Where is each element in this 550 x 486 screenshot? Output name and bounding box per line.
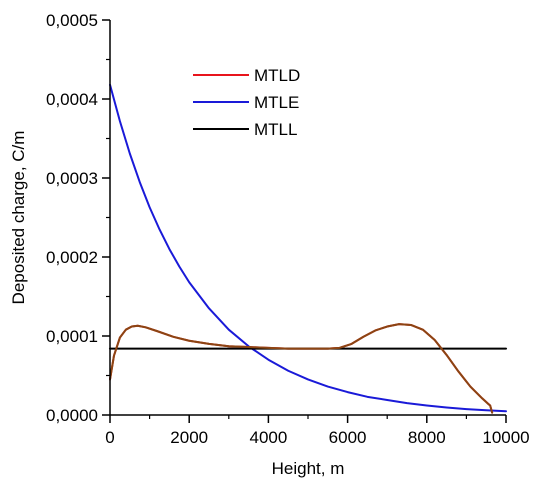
y-axis-title: Deposited charge, C/m bbox=[9, 131, 28, 305]
legend-label-mtll: MTLL bbox=[254, 120, 297, 139]
mtle-series-line bbox=[109, 83, 507, 413]
axes: 0 2000 4000 6000 8000 10000 0,0000 0,0001 0,0002… bbox=[46, 11, 530, 447]
legend-label-mtld: MTLD bbox=[254, 66, 300, 85]
y-tick-label: 0,0004 bbox=[46, 90, 98, 109]
overlay-3-series-line bbox=[109, 323, 494, 414]
x-tick-label: 10000 bbox=[482, 428, 529, 447]
legend-label-mtle: MTLE bbox=[254, 93, 299, 112]
y-tick-label: 0,0001 bbox=[46, 327, 98, 346]
y-tick-label: 0,0000 bbox=[46, 406, 98, 425]
mtld-series-line bbox=[109, 323, 494, 414]
x-axis-title: Height, m bbox=[272, 459, 345, 478]
x-tick-label: 4000 bbox=[249, 428, 287, 447]
legend: MTLD MTLE MTLL bbox=[193, 66, 300, 139]
y-tick-label: 0,0005 bbox=[46, 11, 98, 30]
y-tick-label: 0,0003 bbox=[46, 169, 98, 188]
plot-series bbox=[109, 83, 507, 414]
x-tick-label: 8000 bbox=[408, 428, 446, 447]
x-tick-label: 0 bbox=[105, 428, 114, 447]
y-tick-label: 0,0002 bbox=[46, 248, 98, 267]
x-tick-label: 2000 bbox=[170, 428, 208, 447]
x-tick-label: 6000 bbox=[329, 428, 367, 447]
